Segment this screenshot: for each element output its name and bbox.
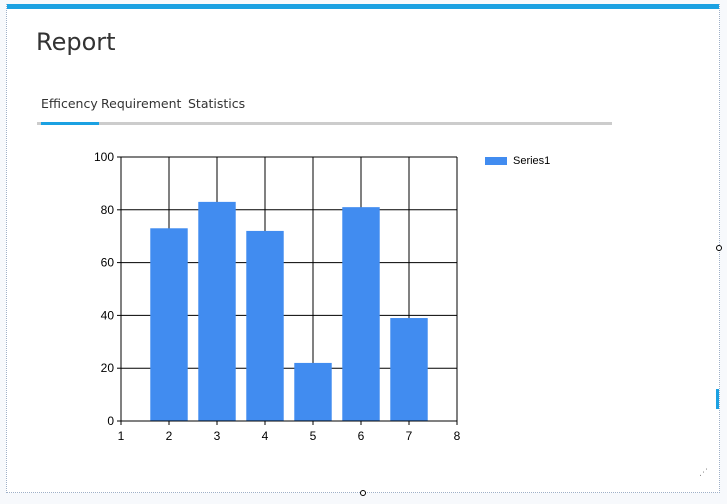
- tab-strip: Efficency Requirement Statistics: [37, 96, 612, 125]
- y-tick-label-100: 100: [94, 150, 114, 164]
- legend-label-series1: Series1: [513, 155, 551, 167]
- resize-handle-right[interactable]: [716, 245, 722, 251]
- resize-handle-bottom[interactable]: [360, 490, 366, 496]
- y-tick-label-80: 80: [101, 203, 115, 217]
- chart-legend: Series1: [485, 155, 550, 167]
- x-tick-label-2: 2: [166, 429, 173, 443]
- bar-7: [390, 318, 428, 421]
- page-title: Report: [36, 28, 116, 56]
- x-tick-label-5: 5: [310, 429, 317, 443]
- x-tick-label-6: 6: [358, 429, 365, 443]
- x-tick-label-1: 1: [118, 429, 125, 443]
- bar-5: [294, 362, 332, 421]
- y-tick-label-20: 20: [101, 361, 115, 375]
- x-tick-label-4: 4: [262, 429, 269, 443]
- bar-2: [150, 228, 188, 421]
- bar-4: [246, 230, 284, 421]
- accent-bar: [7, 4, 719, 9]
- bar-3: [198, 201, 236, 421]
- side-marker: [716, 389, 719, 409]
- tab-efficency[interactable]: Efficency: [41, 96, 99, 125]
- x-tick-label-8: 8: [454, 429, 461, 443]
- y-tick-label-60: 60: [101, 256, 115, 270]
- x-tick-label-3: 3: [214, 429, 221, 443]
- y-tick-label-40: 40: [101, 308, 115, 322]
- tab-statistics[interactable]: Statistics: [188, 96, 246, 111]
- y-tick-label-0: 0: [107, 414, 114, 428]
- report-form: Report Efficency Requirement Statistics …: [6, 4, 720, 493]
- efficiency-chart: 0 20 40 60 80 100 1 2 3 4 5 6 7 8: [77, 144, 637, 464]
- resize-grip-icon[interactable]: ⋰: [699, 468, 708, 478]
- x-tick-label-7: 7: [406, 429, 413, 443]
- chart-plot: 0 20 40 60 80 100 1 2 3 4 5 6 7 8: [94, 150, 461, 443]
- legend-swatch-series1: [485, 157, 507, 165]
- tab-requirement[interactable]: Requirement: [101, 96, 182, 111]
- bar-6: [342, 207, 380, 421]
